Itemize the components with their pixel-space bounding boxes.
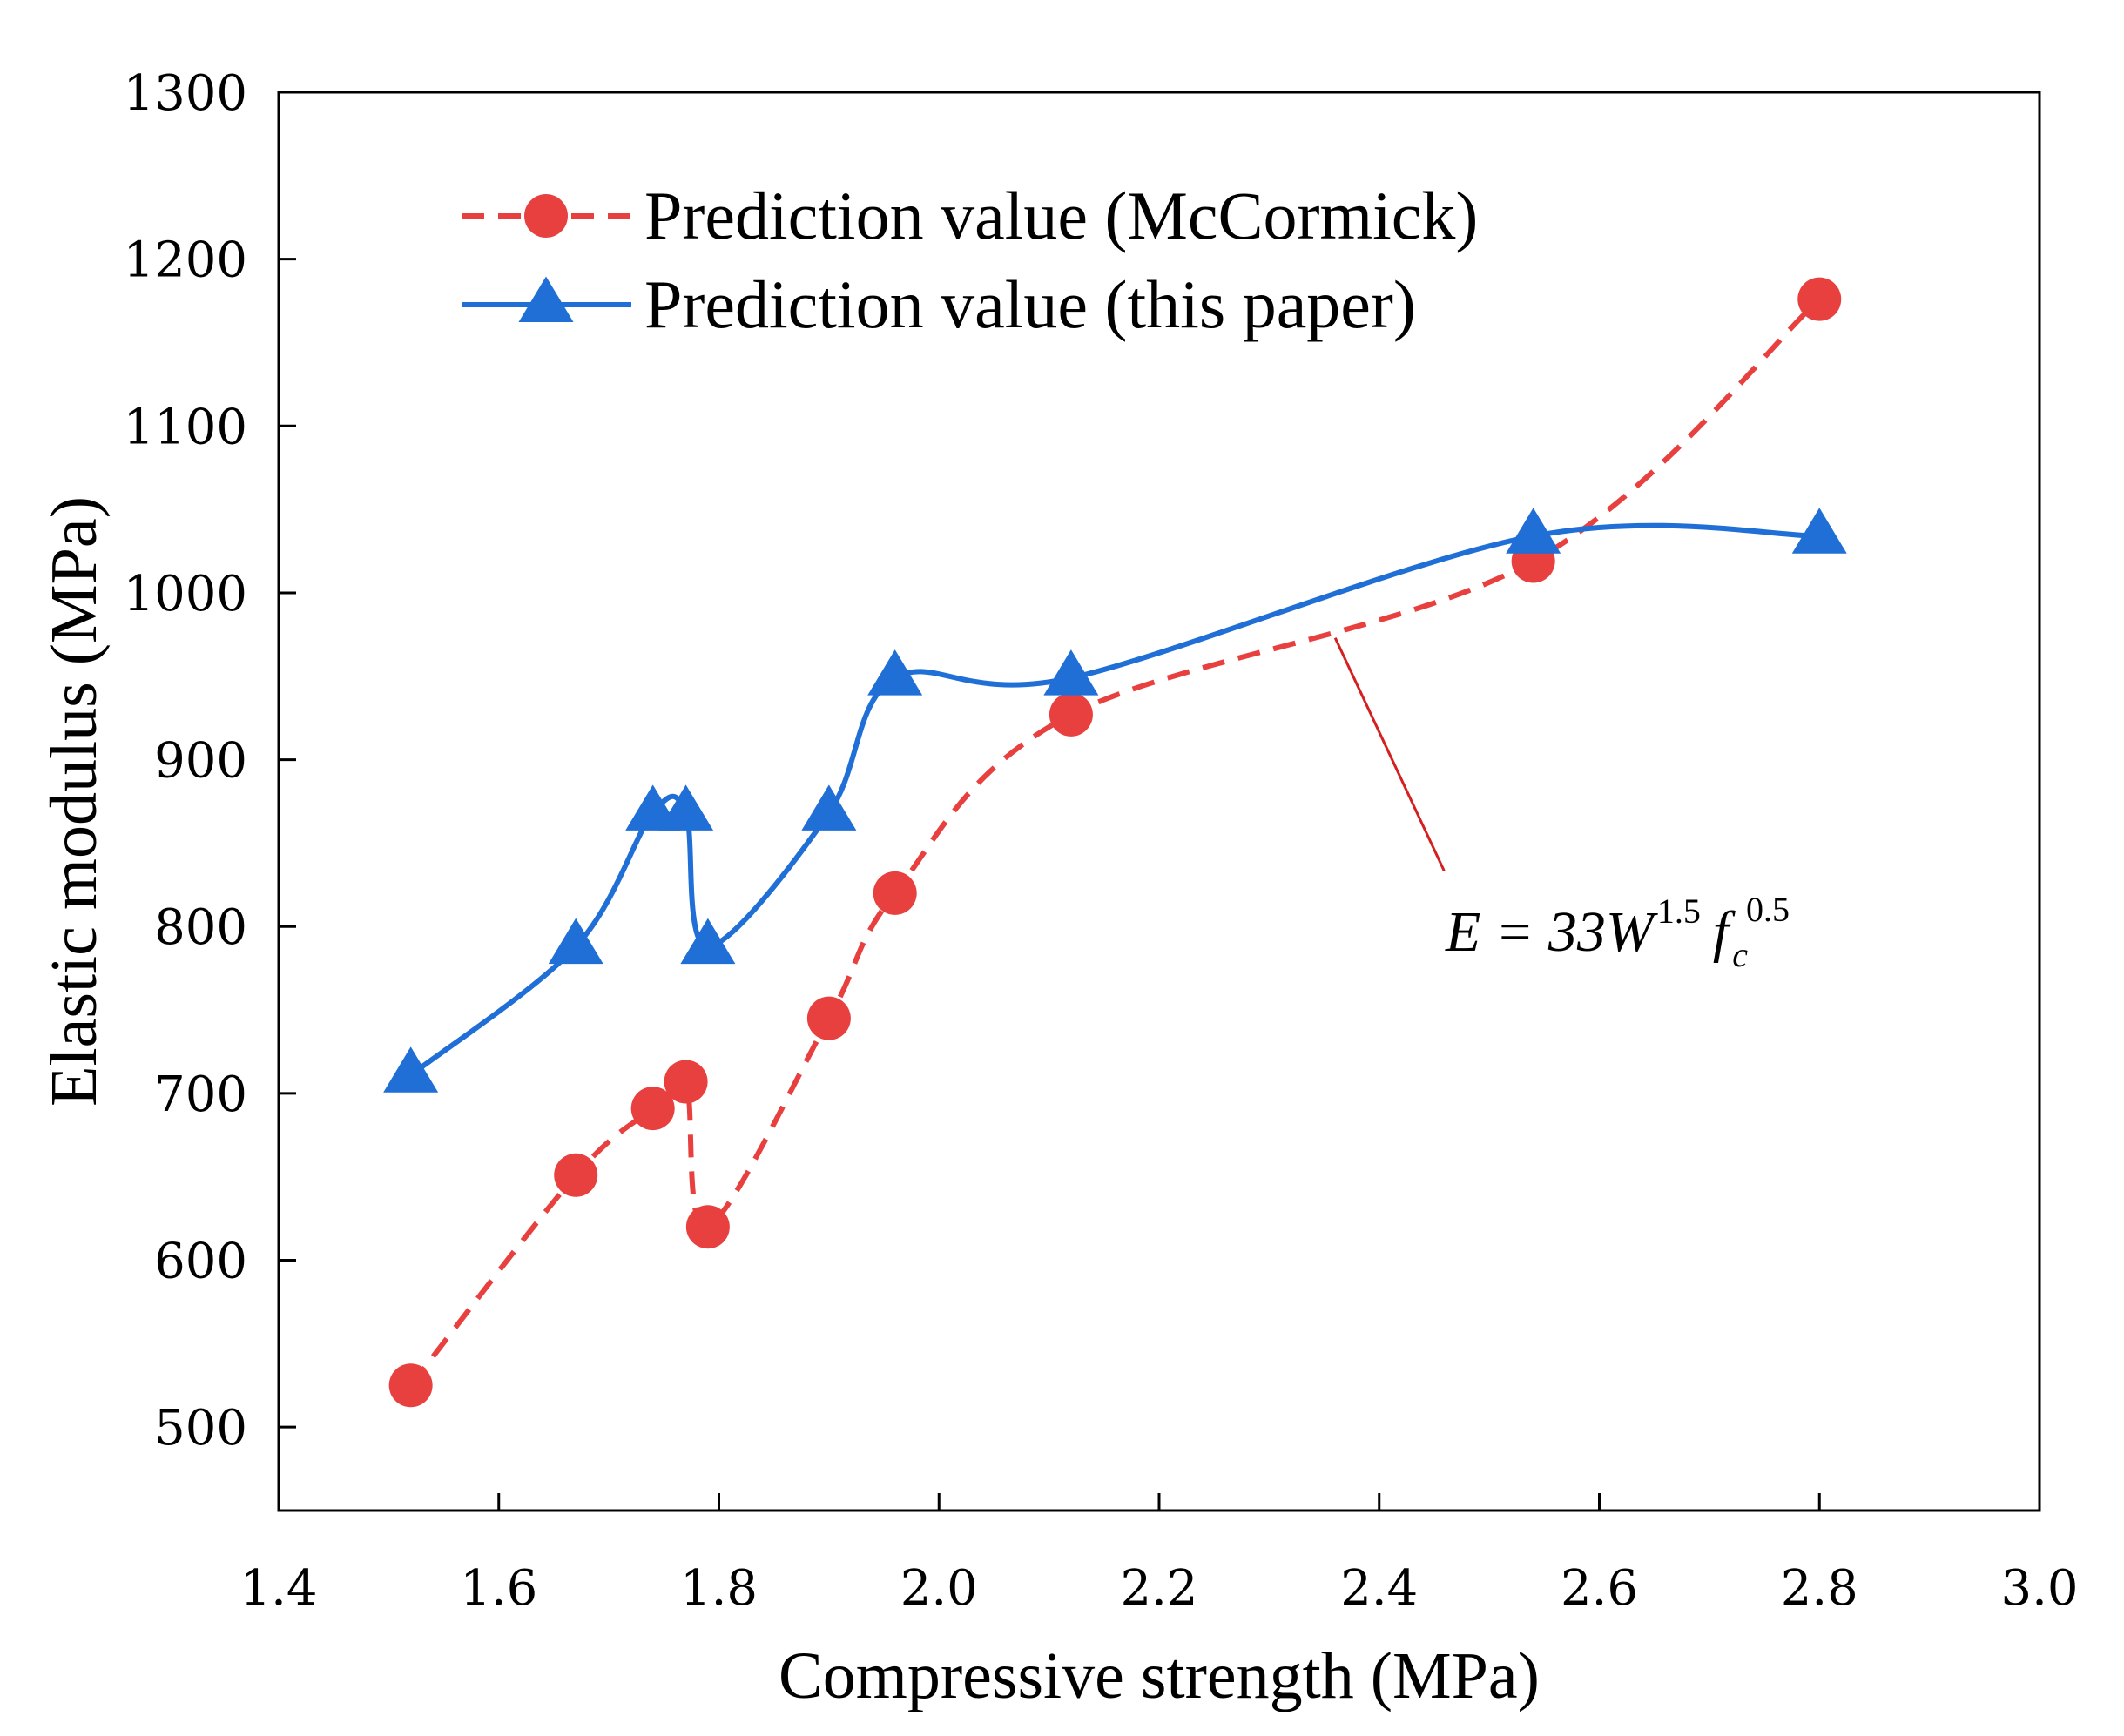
data-point-mccormick xyxy=(630,1087,675,1131)
legend-swatch-marker-mccormick xyxy=(524,194,568,238)
legend-swatch-marker-this-paper xyxy=(518,276,574,322)
legend-marker-this-paper xyxy=(518,276,574,322)
data-point-mccormick xyxy=(1797,277,1842,321)
legend-label-this-paper: Prediction value (this paper) xyxy=(644,266,1416,342)
annotation-leader-line xyxy=(1333,637,1446,871)
data-point-mccormick xyxy=(873,871,917,915)
y-tick-label: 1000 xyxy=(123,566,247,622)
ticks: 1.4 1.6 1.8 2.0 2.2 2.4 2.6 2.8 3.0 500 600 700 800 9… xyxy=(123,65,2078,1617)
data-point-this-paper xyxy=(1506,508,1561,554)
y-axis-title: Elastic modulus (MPa) xyxy=(37,496,111,1107)
legend-item-mccormick: Prediction value (McCormick) xyxy=(462,178,1478,253)
data-point-this-paper xyxy=(658,784,714,831)
data-point-this-paper xyxy=(1791,508,1847,554)
data-point-mccormick xyxy=(388,1363,433,1408)
data-point-this-paper xyxy=(801,784,857,831)
legend: Prediction value (McCormick) Prediction … xyxy=(462,178,1478,342)
formula-exponent-f: 0.5 xyxy=(1746,890,1790,929)
legend-label-mccormick: Prediction value (McCormick) xyxy=(644,178,1478,253)
x-tick-label: 1.4 xyxy=(239,1560,317,1617)
series-line-this-paper xyxy=(408,522,1820,1078)
data-point-mccormick xyxy=(664,1060,708,1104)
x-axis-title: Compressive strength (MPa) xyxy=(779,1639,1540,1712)
y-tick-label: 700 xyxy=(154,1066,247,1123)
data-point-this-paper xyxy=(867,649,923,696)
y-tick-label: 600 xyxy=(154,1234,247,1290)
legend-item-this-paper: Prediction value (this paper) xyxy=(462,266,1416,342)
x-tick-label: 2.4 xyxy=(1340,1560,1418,1617)
x-tick-label: 1.6 xyxy=(460,1560,537,1617)
x-tick-label: 2.8 xyxy=(1781,1560,1858,1617)
legend-marker-mccormick xyxy=(524,194,568,238)
y-tick-label: 1200 xyxy=(123,232,247,289)
x-tick-label: 3.0 xyxy=(2000,1560,2078,1617)
plot-markers xyxy=(383,277,1847,1408)
formula-annotation: E = 33W 1.5 f c 0.5 xyxy=(1333,637,1790,974)
data-point-this-paper xyxy=(383,1046,439,1093)
formula-exponent-w: 1.5 xyxy=(1657,892,1701,931)
data-point-this-paper xyxy=(1043,649,1099,696)
y-tick-label: 800 xyxy=(154,899,247,956)
annotation-formula: E = 33W 1.5 f c 0.5 xyxy=(1445,890,1790,974)
formula-subscript-c: c xyxy=(1732,935,1748,974)
plot-lines xyxy=(408,297,1822,1388)
y-tick-label: 1100 xyxy=(123,399,247,455)
x-tick-label: 2.0 xyxy=(900,1560,978,1617)
formula-base: E = 33W xyxy=(1445,900,1658,964)
data-point-mccormick xyxy=(806,996,851,1040)
x-tick-label: 1.8 xyxy=(680,1560,758,1617)
y-tick-label: 900 xyxy=(154,733,247,790)
x-tick-label: 2.6 xyxy=(1561,1560,1638,1617)
y-tick-label: 500 xyxy=(154,1400,247,1457)
series-line-mccormick xyxy=(408,297,1822,1388)
data-point-this-paper xyxy=(548,918,603,965)
x-tick-label: 2.2 xyxy=(1120,1560,1197,1617)
y-tick-label: 1300 xyxy=(123,65,247,122)
data-point-mccormick xyxy=(554,1153,598,1197)
data-point-mccormick xyxy=(685,1205,730,1249)
data-point-mccormick xyxy=(1049,692,1093,737)
data-point-this-paper xyxy=(680,918,736,965)
